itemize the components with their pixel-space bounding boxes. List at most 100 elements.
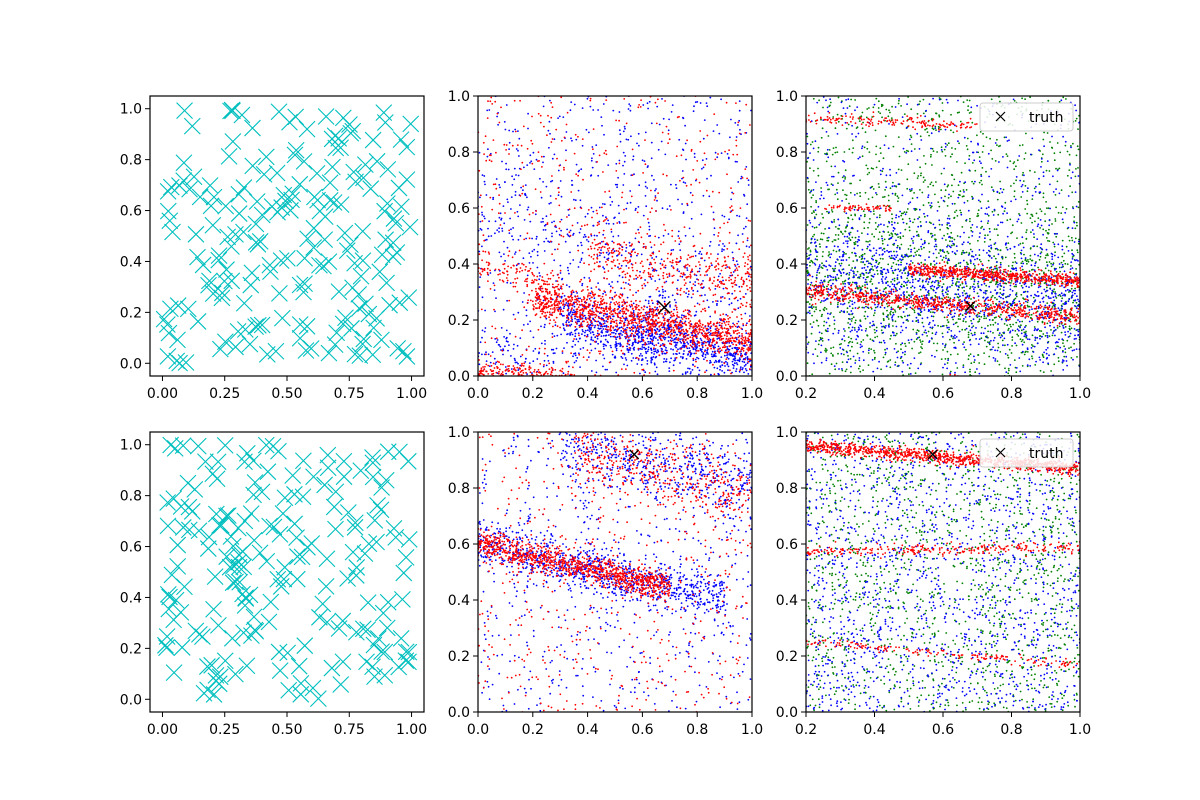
point: [723, 222, 725, 225]
point: [976, 292, 979, 295]
point: [537, 368, 540, 371]
point: [485, 194, 488, 196]
point: [658, 336, 661, 339]
point: [625, 244, 628, 246]
point: [662, 274, 664, 277]
point: [890, 117, 893, 119]
point: [543, 262, 546, 265]
point: [730, 302, 733, 305]
point: [649, 295, 652, 298]
point: [553, 293, 556, 296]
point: [619, 345, 622, 347]
point: [639, 353, 642, 355]
point: [553, 306, 556, 309]
point: [736, 332, 739, 335]
point: [555, 316, 558, 319]
point: [519, 337, 522, 339]
point: [559, 308, 562, 311]
point: [549, 308, 552, 310]
point: [1068, 169, 1071, 172]
point: [501, 160, 503, 163]
point: [1013, 252, 1016, 255]
point: [710, 325, 713, 328]
point: [808, 303, 811, 305]
point: [727, 255, 730, 258]
point: [543, 307, 546, 309]
point: [565, 323, 568, 326]
point: [657, 339, 659, 341]
point: [542, 229, 545, 231]
point: [481, 270, 484, 273]
point: [508, 250, 511, 253]
point: [623, 300, 625, 303]
point: [618, 243, 620, 245]
point: [543, 250, 546, 252]
point: [598, 306, 601, 309]
point: [230, 185, 248, 203]
point: [648, 263, 651, 266]
point: [628, 322, 631, 325]
point: [657, 309, 659, 312]
point: [527, 206, 530, 209]
point: [656, 349, 659, 352]
point: [671, 235, 674, 238]
point: [660, 140, 663, 143]
point: [708, 344, 710, 346]
point: [577, 244, 579, 247]
point: [712, 211, 715, 214]
point: [578, 337, 581, 340]
point: [747, 184, 750, 186]
point: [675, 308, 678, 311]
point: [483, 267, 486, 270]
point: [392, 198, 410, 216]
point: [570, 294, 572, 297]
point: [570, 309, 573, 311]
point: [536, 266, 539, 269]
point: [492, 198, 494, 201]
point: [615, 338, 618, 341]
point: [317, 108, 335, 125]
point: [583, 334, 586, 337]
point: [483, 217, 486, 220]
point: [717, 235, 719, 237]
point: [693, 305, 696, 308]
point: [642, 104, 645, 106]
point: [942, 349, 944, 351]
point: [643, 283, 646, 285]
point: [555, 197, 557, 200]
point: [554, 304, 557, 307]
point: [570, 304, 573, 306]
point: [486, 267, 489, 270]
point: [187, 225, 205, 243]
point: [713, 276, 716, 279]
y-tick-label: 1.0: [448, 89, 470, 105]
point: [682, 211, 685, 213]
point: [716, 257, 719, 260]
point: [604, 338, 607, 341]
point: [934, 193, 936, 196]
point: [696, 350, 698, 352]
point: [344, 279, 361, 297]
point: [625, 332, 628, 335]
point: [969, 353, 972, 355]
point: [544, 287, 547, 290]
point: [589, 324, 591, 327]
point: [669, 361, 671, 364]
point: [596, 221, 599, 224]
point: [694, 329, 697, 332]
point: [712, 332, 715, 334]
point: [695, 352, 697, 355]
point: [650, 361, 653, 364]
point: [624, 257, 627, 259]
point: [320, 344, 338, 362]
point: [649, 323, 651, 326]
point: [640, 363, 643, 366]
point: [702, 341, 705, 344]
point: [526, 208, 529, 211]
point: [928, 221, 931, 224]
point: [640, 334, 643, 336]
point: [593, 234, 596, 237]
point: [1020, 329, 1023, 332]
point: [563, 295, 566, 297]
point: [643, 160, 646, 163]
